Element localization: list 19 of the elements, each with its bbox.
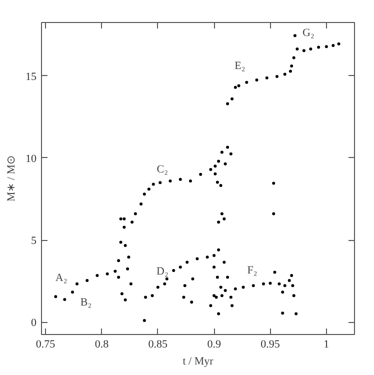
annotation: D₂	[156, 265, 168, 278]
annotation: B₂	[80, 296, 92, 308]
x-tick-label: 0.9	[207, 338, 222, 350]
y-tick-label: 5	[31, 235, 37, 248]
x-tick-label: 1	[324, 338, 330, 350]
x-tick-label: 0.75	[36, 338, 56, 350]
y-tick-label: 10	[26, 152, 37, 165]
x-tick-label: 0.95	[260, 338, 280, 350]
annotation: A₂	[55, 272, 68, 284]
x-tick-label: 0.8	[94, 338, 110, 350]
y-axis-title: M∗ / M⊙	[6, 155, 18, 202]
y-tick-label: 15	[26, 70, 37, 83]
annotation: G₂	[302, 27, 314, 40]
annotation: F₂	[247, 264, 258, 276]
annotation: E₂	[234, 60, 246, 72]
x-axis-title: t / Myr	[182, 356, 214, 368]
annotation: C₂	[156, 163, 168, 176]
x-tick-label: 0.85	[148, 338, 168, 350]
y-tick-label: 0	[31, 317, 37, 330]
